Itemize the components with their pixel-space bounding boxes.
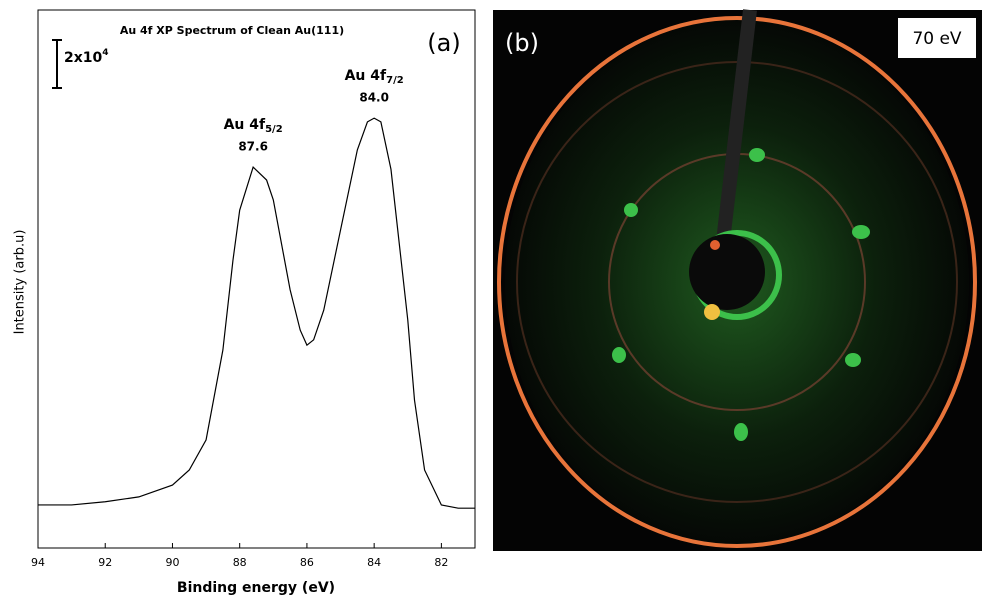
spot (624, 203, 638, 217)
diffraction-spots (612, 148, 870, 441)
y-axis-label: Intensity (arb.u) (13, 230, 28, 335)
scale-base: 2x10 (64, 50, 103, 66)
chart-title: Au 4f XP Spectrum of Clean Au(111) (120, 24, 344, 37)
spot (734, 423, 748, 441)
peak-name: Au 4f (345, 68, 387, 84)
gun-reflection (710, 240, 720, 250)
panel-label: (a) (427, 29, 460, 57)
peak-subscript: 7/2 (386, 75, 404, 86)
spot (749, 148, 765, 162)
x-tick-label: 92 (98, 556, 112, 569)
peak-value: 84.0 (359, 91, 389, 105)
x-tick-label: 82 (434, 556, 448, 569)
scale-exp: 4 (102, 48, 108, 58)
spot (845, 353, 861, 367)
energy-box (898, 18, 976, 58)
plot-frame (37, 9, 476, 549)
peak-subscript: 5/2 (265, 124, 283, 135)
scale-bar-label: 2x104 (64, 48, 109, 67)
peak-name: Au 4f (224, 117, 266, 133)
peak-value: 87.6 (238, 140, 268, 154)
x-tick-label: 90 (165, 556, 179, 569)
x-tick-label: 94 (31, 556, 45, 569)
peak-annotation: Au 4f7/2 (345, 68, 404, 86)
x-tick-label: 84 (367, 556, 381, 569)
gun-reflection (704, 304, 720, 320)
leed-image: (b) 70 eV (493, 9, 982, 551)
x-tick-label: 88 (233, 556, 247, 569)
spectrum-line (38, 117, 475, 509)
energy-label: 70 eV (912, 29, 961, 49)
spot (852, 225, 870, 239)
electron-gun (689, 234, 765, 310)
x-tick-label: 86 (300, 556, 314, 569)
spot (612, 347, 626, 363)
x-axis-label: Binding energy (eV) (177, 580, 335, 596)
panel-label: (b) (505, 29, 539, 57)
screen-rim (497, 16, 977, 548)
sample-holder (715, 9, 757, 251)
peak-annotation: Au 4f5/2 (224, 117, 283, 135)
